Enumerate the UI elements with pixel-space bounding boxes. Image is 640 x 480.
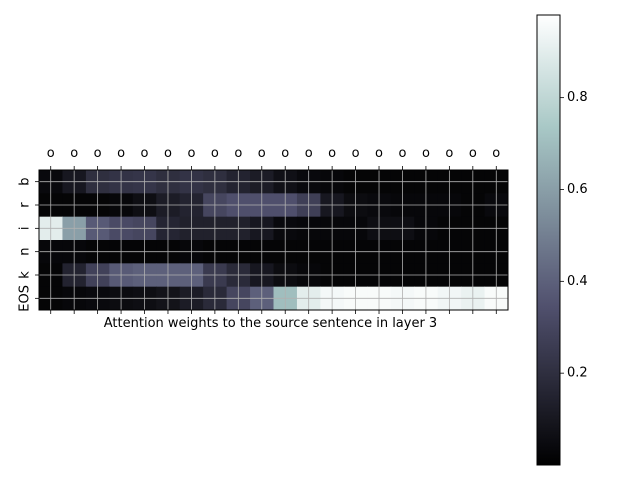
x-tick-label: o [328,146,336,161]
colorbar-tick-label: 0.2 [567,366,588,381]
x-tick-label: o [352,146,360,161]
x-tick-label: o [258,146,266,161]
y-tick-label: r [18,202,33,208]
x-tick-label: o [164,146,172,161]
heatmap-frame [38,169,509,311]
x-tick-label: o [445,146,453,161]
x-tick-label: o [117,146,125,161]
x-tick-label: o [94,146,102,161]
colorbar-ticks: 0.2 0.4 0.6 0.8 [560,90,588,381]
x-tick-label: o [70,146,78,161]
x-tick-label: o [234,146,242,161]
colorbar [536,14,561,466]
y-tick-label: b [18,178,33,186]
x-tick-label: o [398,146,406,161]
x-tick-label: o [422,146,430,161]
colorbar-tick-label: 0.6 [567,182,588,197]
x-tick-label: o [305,146,313,161]
y-tick-label: EOS [18,285,33,312]
grid-lines [39,170,508,310]
x-tick-label: o [469,146,477,161]
x-tick-label: o [211,146,219,161]
x-tick-label: o [47,146,55,161]
x-axis-label: Attention weights to the source sentence… [104,316,437,331]
x-tick-label: o [281,146,289,161]
y-tick-label: i [18,227,33,231]
x-tick-label: o [187,146,195,161]
x-tick-label: o [375,146,383,161]
colorbar-tick-label: 0.4 [567,274,588,289]
y-tick-label: n [18,248,33,256]
colorbar-tick-label: 0.8 [567,90,588,105]
heatmap-cells [39,170,509,311]
y-tick-label: k [18,271,33,279]
x-tick-label: o [141,146,149,161]
y-tick-labels: b r i n k EOS [18,178,39,312]
x-tick-label: o [492,146,500,161]
